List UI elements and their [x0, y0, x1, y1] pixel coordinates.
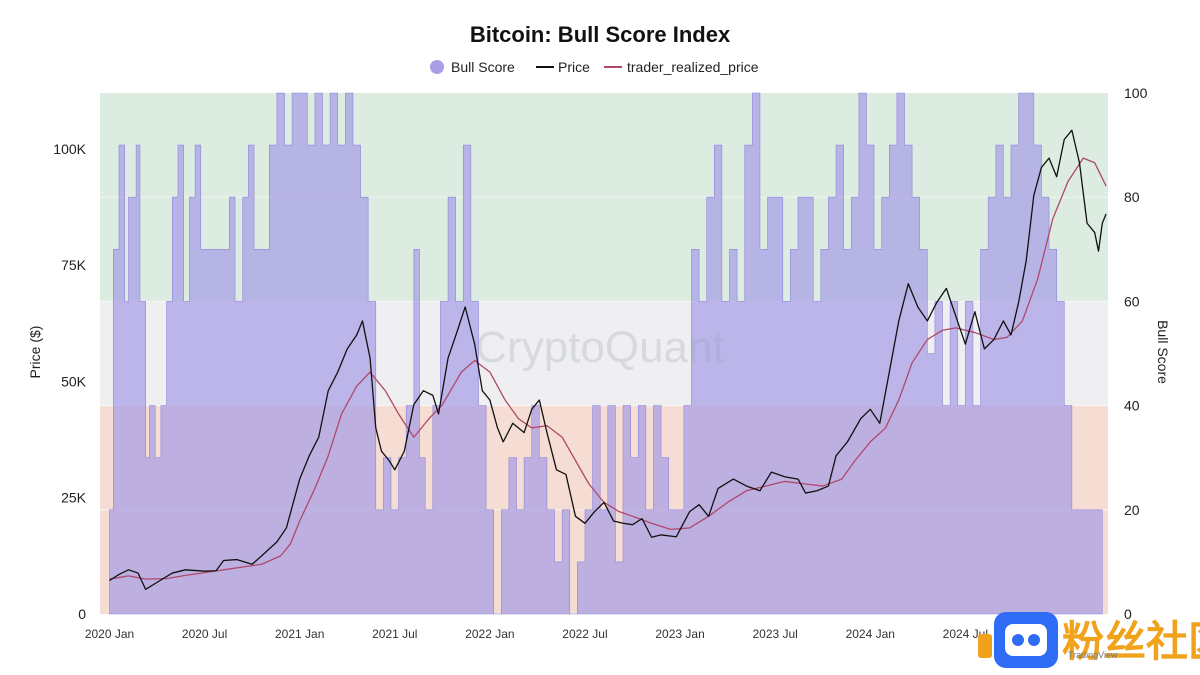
brand-logo: 粉丝社区 TradingView	[978, 612, 1200, 668]
x-tick-label-0: 2020 Jan	[85, 627, 134, 641]
price-line	[109, 129, 1107, 590]
bull-score-area	[109, 92, 1103, 615]
chart-title: Bitcoin: Bull Score Index	[470, 22, 731, 47]
credit-text: TradingView	[1068, 650, 1118, 660]
watermark: CryptoQuant	[475, 323, 724, 372]
left-tick-label-4: 100K	[53, 141, 86, 157]
logo-inner-shape	[1005, 624, 1047, 656]
left-axis-label: Price ($)	[27, 326, 43, 379]
x-axis-ticks: 2020 Jan 2020 Jul 2021 Jan 2021 Jul 2022 Jan…	[85, 627, 988, 641]
x-tick-label-4: 2022 Jan	[465, 627, 514, 641]
right-tick-label-5: 100	[1124, 85, 1148, 101]
right-axis-ticks: 0 20 40 60 80 100	[1124, 85, 1148, 622]
logo-accent-block	[978, 634, 992, 658]
x-tick-label-5: 2022 Jul	[562, 627, 607, 641]
legend: Bull Score Price trader_realized_price	[430, 59, 759, 75]
logo-text: 粉丝社区	[1062, 617, 1200, 666]
x-tick-label-8: 2024 Jan	[846, 627, 895, 641]
trader-realized-price-line	[109, 157, 1107, 580]
logo-dot-right	[1028, 634, 1040, 646]
legend-price-label[interactable]: Price	[558, 59, 590, 75]
right-tick-label-3: 60	[1124, 293, 1140, 309]
x-tick-label-2: 2021 Jan	[275, 627, 324, 641]
right-tick-label-4: 80	[1124, 189, 1140, 205]
x-tick-label-1: 2020 Jul	[182, 627, 227, 641]
right-axis-label: Bull Score	[1155, 320, 1171, 384]
legend-bull-score-label[interactable]: Bull Score	[451, 59, 515, 75]
left-tick-label-2: 50K	[61, 373, 87, 389]
x-tick-label-6: 2023 Jan	[655, 627, 704, 641]
legend-trader-realized-price-label[interactable]: trader_realized_price	[627, 59, 759, 75]
right-tick-label-1: 20	[1124, 502, 1140, 518]
x-tick-label-9: 2024 Jul	[943, 627, 988, 641]
right-tick-label-2: 40	[1124, 398, 1140, 414]
left-axis-ticks: 0 25K 50K 75K 100K	[53, 141, 86, 622]
x-tick-label-3: 2021 Jul	[372, 627, 417, 641]
left-tick-label-0: 0	[78, 606, 86, 622]
right-tick-label-0: 0	[1124, 606, 1132, 622]
legend-bull-score-swatch	[430, 60, 444, 74]
left-tick-label-1: 25K	[61, 490, 87, 506]
logo-dot-left	[1012, 634, 1024, 646]
left-tick-label-3: 75K	[61, 257, 87, 273]
x-tick-label-7: 2023 Jul	[752, 627, 797, 641]
